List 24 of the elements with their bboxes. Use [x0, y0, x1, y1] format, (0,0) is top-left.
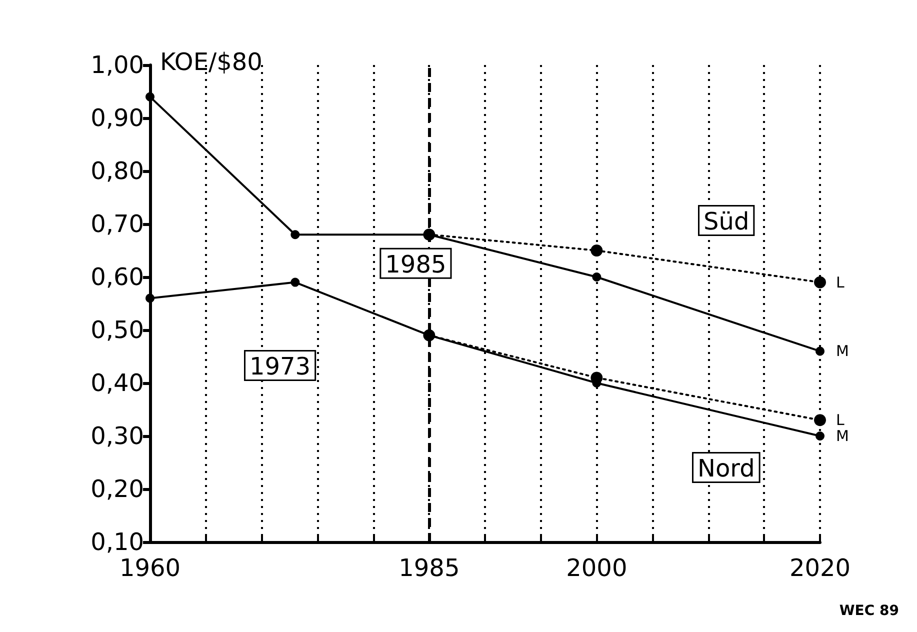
series-label: L [836, 411, 845, 430]
y-tick-label: 0,90 [90, 104, 144, 132]
x-tick-label: 2000 [566, 554, 628, 582]
y-tick-label: 0,40 [90, 369, 144, 397]
annotation: 1973 [250, 352, 311, 380]
annotation: Nord [698, 454, 755, 482]
series-label: L [836, 273, 845, 292]
y-axis-title: KOE/$80 [160, 48, 262, 76]
y-tick-label: 0,60 [90, 263, 144, 291]
series-label: M [836, 427, 849, 445]
series-label: M [836, 342, 849, 360]
text: WEC 89 [839, 603, 900, 619]
y-tick-label: 0,50 [90, 316, 144, 344]
y-tick-label: 0,20 [90, 475, 144, 503]
y-tick-label: 0,70 [90, 210, 144, 238]
x-tick-label: 2020 [789, 554, 851, 582]
x-tick-label: 1985 [398, 554, 460, 582]
annotation: Süd [704, 208, 750, 236]
y-tick-label: 0,10 [90, 528, 144, 556]
y-tick-label: 0,80 [90, 157, 144, 185]
ref-line-label: 1985 [385, 250, 446, 278]
y-tick-label: 0,30 [90, 422, 144, 450]
x-tick-label: 1960 [119, 554, 181, 582]
y-tick-label: 1,00 [90, 51, 144, 79]
